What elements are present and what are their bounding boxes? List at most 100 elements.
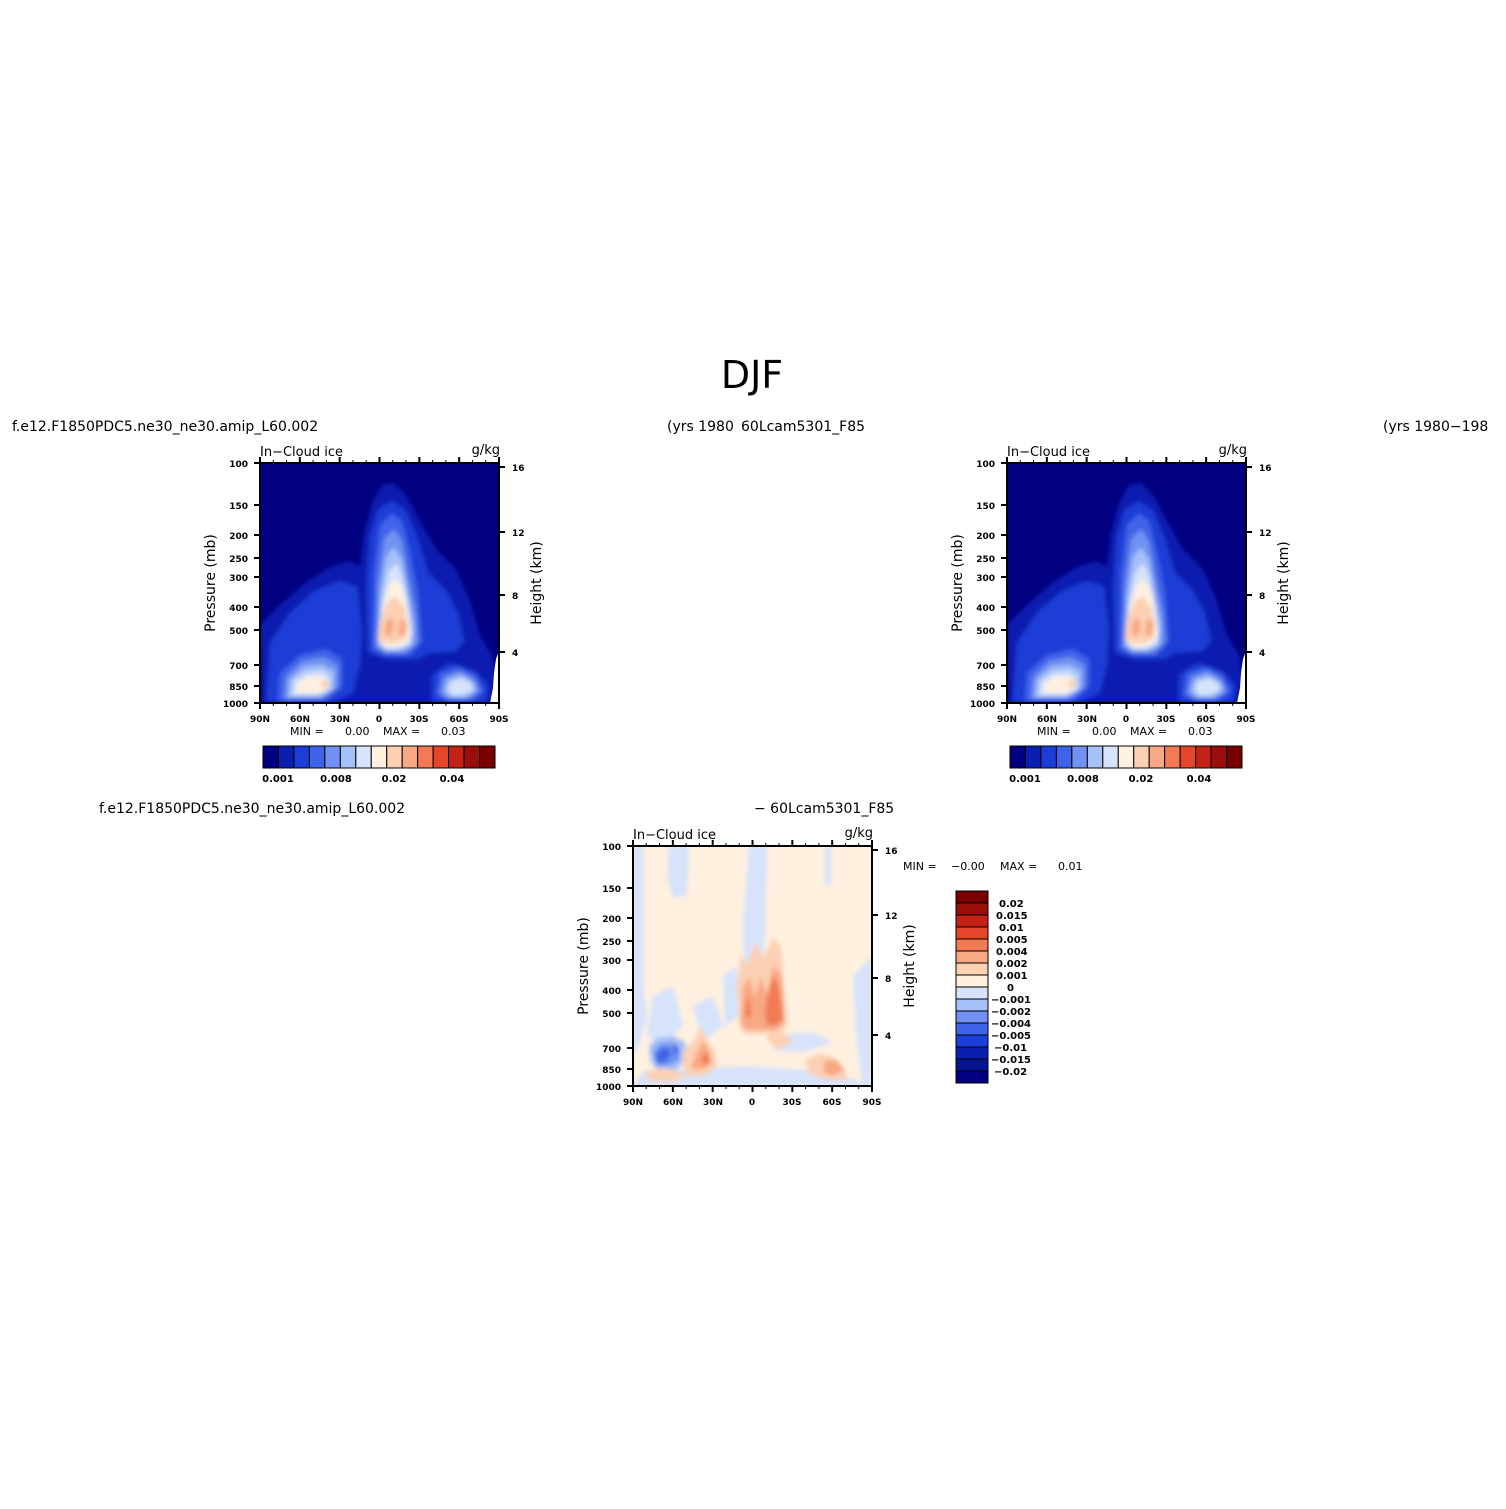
ytick-label: 500: [976, 627, 995, 637]
colorbar-swatch: [1071, 745, 1088, 769]
panel-a-colorbar: [262, 745, 496, 769]
colorbar-label: −0.02: [994, 1067, 1027, 1078]
colorbar-swatch: [955, 938, 989, 952]
ytick-label: 400: [976, 604, 995, 614]
panel-c-colorbar: [955, 890, 989, 1084]
xtick-label: 60N: [663, 1098, 683, 1108]
panel-c-yright-labels: 4 8 12 16: [885, 847, 898, 1042]
colorbar-label: −0.005: [991, 1031, 1031, 1042]
ytick-label: 200: [976, 532, 995, 542]
xtick-label: 0: [749, 1098, 755, 1108]
panel-c-max-value: 0.01: [1058, 860, 1083, 873]
colorbar-swatch: [955, 1010, 989, 1024]
ytick-label: 150: [976, 502, 995, 512]
ytick-right-label: 16: [1259, 464, 1272, 474]
ytick-label: 250: [229, 555, 248, 565]
panel-b-title: In−Cloud ice: [1007, 445, 1090, 460]
ytick-right-label: 4: [512, 649, 518, 659]
diff-neg-4: [655, 1044, 679, 1062]
xtick-label: 0: [1123, 715, 1129, 725]
colorbar-swatch: [955, 998, 989, 1012]
ytick-right-label: 8: [885, 975, 891, 985]
colorbar-swatch: [955, 914, 989, 928]
panel-c-min-label: MIN =: [903, 860, 937, 873]
case-b-years: (yrs 1980−198: [1383, 419, 1488, 435]
ytick-right-label: 12: [512, 529, 525, 539]
colorbar-swatch: [479, 745, 496, 769]
ytick-label: 850: [602, 1066, 621, 1076]
colorbar-swatch: [339, 745, 357, 769]
xtick-label: 30N: [1077, 715, 1097, 725]
panel-b-max-label: MAX =: [1130, 725, 1167, 738]
colorbar-label: 0.008: [1067, 774, 1099, 785]
colorbar-swatch: [955, 986, 989, 1000]
case-a-name: f.e12.F1850PDC5.ne30_ne30.amip_L60.002: [12, 419, 318, 435]
panel-b-min-value: 0.00: [1092, 725, 1117, 738]
colorbar-label: 0.008: [320, 774, 352, 785]
colorbar-swatch: [1117, 745, 1135, 769]
panel-a-min-value: 0.00: [345, 725, 370, 738]
panel-a-ytick-labels: 100 150 200 250 300 400 500 700 850 1000: [223, 460, 248, 710]
colorbar-swatch: [417, 745, 434, 769]
colorbar-label: 0.001: [1009, 774, 1041, 785]
xtick-label: 90S: [1236, 715, 1255, 725]
ytick-label: 300: [229, 574, 248, 584]
ytick-label: 850: [229, 683, 248, 693]
xtick-label: 60N: [290, 715, 310, 725]
panel-b-ylabel: Pressure (mb): [950, 534, 966, 632]
colorbar-label: −0.004: [991, 1019, 1031, 1030]
colorbar-label: 0.002: [996, 959, 1028, 970]
ytick-right-label: 12: [885, 912, 898, 922]
panel-b-colorbar-labels: 0.001 0.008 0.02 0.04: [1009, 774, 1211, 785]
colorbar-swatch: [448, 745, 465, 769]
xtick-label: 90N: [997, 715, 1017, 725]
ytick-label: 1000: [596, 1083, 621, 1093]
ytick-label: 200: [229, 532, 248, 542]
ytick-label: 100: [976, 460, 995, 470]
contour-lev9: [1131, 617, 1153, 637]
missing-data-corner: [490, 651, 499, 703]
panel-c-field: [633, 846, 872, 1086]
ytick-right-label: 8: [512, 592, 518, 602]
colorbar-label: 0.015: [996, 911, 1028, 922]
contour-lev8: [320, 597, 408, 689]
ytick-label: 850: [976, 683, 995, 693]
colorbar-swatch: [355, 745, 372, 769]
panel-a-title: In−Cloud ice: [260, 445, 343, 460]
ytick-label: 300: [976, 574, 995, 584]
ytick-label: 700: [976, 662, 995, 672]
contour-lev8: [1067, 597, 1155, 689]
colorbar-swatch: [955, 1058, 989, 1072]
colorbar-label: 0.02: [999, 899, 1024, 910]
panel-c-max-label: MAX =: [1000, 860, 1037, 873]
panel-a-ylabel-right: Height (km): [529, 541, 545, 624]
panel-a-field: [260, 463, 499, 703]
colorbar-swatch: [1210, 745, 1228, 769]
colorbar-swatch: [955, 890, 989, 904]
ytick-right-label: 12: [1259, 529, 1272, 539]
colorbar-swatch: [463, 745, 481, 769]
xtick-label: 30S: [782, 1098, 801, 1108]
colorbar-swatch: [1102, 745, 1119, 769]
colorbar-swatch: [1195, 745, 1212, 769]
colorbar-label: 0.005: [996, 935, 1028, 946]
panel-a-max-value: 0.03: [441, 725, 466, 738]
missing-data-corner: [1237, 651, 1246, 703]
panel-a-ticks: [254, 457, 505, 709]
diff-right-name: − 60Lcam5301_F85: [754, 801, 894, 817]
case-a-years: (yrs 1980: [667, 419, 734, 435]
figure-title: DJF: [721, 353, 783, 397]
ytick-label: 150: [602, 885, 621, 895]
colorbar-label: −0.01: [994, 1043, 1027, 1054]
colorbar-swatch: [955, 974, 989, 988]
panel-b-min-label: MIN =: [1037, 725, 1071, 738]
panel-a: In−Cloud ice g/kg Pressure (mb) Height (…: [203, 443, 545, 785]
panel-b-colorbar: [1009, 745, 1243, 769]
case-b-name: 60Lcam5301_F85: [741, 419, 865, 435]
ytick-label: 1000: [970, 700, 995, 710]
ytick-right-label: 16: [885, 847, 898, 857]
colorbar-swatch: [955, 926, 989, 940]
colorbar-swatch: [955, 1022, 989, 1036]
colorbar-swatch: [1024, 745, 1042, 769]
xtick-label: 30S: [1156, 715, 1175, 725]
